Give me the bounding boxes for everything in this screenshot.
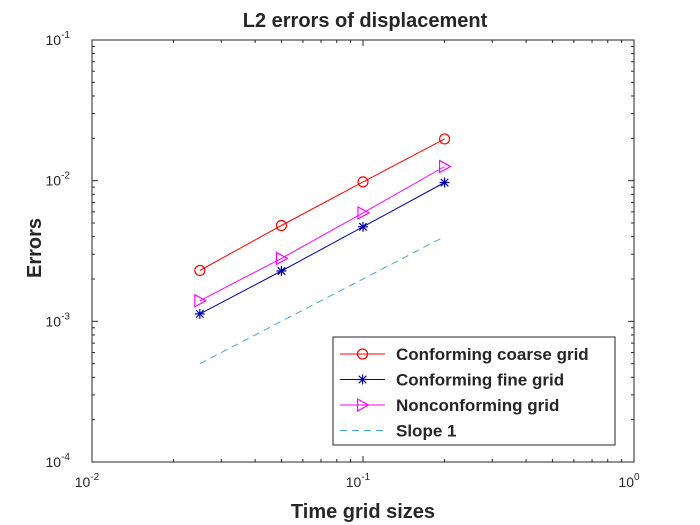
series [194, 177, 450, 319]
data-point [356, 397, 370, 413]
y-tick-base: 10 [46, 32, 62, 48]
data-point [194, 264, 206, 277]
x-tick-label: 100 [618, 472, 640, 490]
series [194, 159, 452, 308]
y-tick-exponent: -1 [61, 30, 70, 41]
series-layer [194, 133, 452, 365]
data-point [439, 177, 450, 188]
legend-label: Nonconforming grid [396, 396, 559, 415]
marker-stroke [358, 222, 368, 231]
marker-stroke [277, 266, 286, 276]
x-axis-label: Time grid sizes [291, 501, 435, 523]
x-tick-base: 10 [75, 474, 91, 490]
y-tick-label: 10-1 [46, 30, 71, 48]
series-line [199, 236, 445, 365]
series-line [199, 182, 445, 315]
data-point [356, 348, 369, 360]
data-point [438, 133, 451, 145]
y-tick-base: 10 [46, 313, 62, 329]
y-tick-exponent: -3 [61, 311, 70, 322]
data-point [357, 374, 368, 385]
y-tick-exponent: -4 [61, 452, 70, 463]
legend-item: Slope 1 [340, 422, 456, 441]
data-point [194, 308, 205, 319]
x-tick-base: 10 [346, 474, 362, 490]
legend-label: Conforming coarse grid [396, 345, 589, 364]
data-point [357, 176, 369, 188]
y-tick-label: 10-2 [46, 171, 71, 189]
legend-label: Slope 1 [396, 422, 456, 441]
marker-stroke [358, 375, 367, 384]
y-tick-exponent: -2 [61, 171, 70, 182]
series [194, 133, 451, 277]
legend-box [332, 336, 616, 446]
legend-item: Conforming fine grid [340, 371, 564, 390]
series-line [199, 166, 445, 302]
chart-title: L2 errors of displacement [243, 10, 488, 32]
series-line [199, 138, 445, 271]
y-axis-label: Errors [24, 218, 46, 278]
x-tick-label: 10-1 [346, 472, 371, 490]
legend-item: Nonconforming grid [340, 396, 559, 415]
data-point [275, 219, 288, 232]
data-point [276, 265, 287, 276]
y-tick-base: 10 [46, 454, 62, 470]
data-point [438, 159, 452, 174]
data-point [194, 293, 208, 308]
legend-item: Conforming coarse grid [340, 345, 589, 364]
marker-stroke [195, 309, 205, 319]
y-tick-base: 10 [46, 173, 62, 189]
x-tick-exponent: 0 [634, 472, 640, 483]
x-tick-exponent: -1 [361, 472, 370, 483]
marker-stroke [440, 178, 449, 187]
y-tick-label: 10-3 [46, 311, 71, 329]
series [199, 236, 445, 365]
x-tick-exponent: -2 [90, 472, 99, 483]
data-point [275, 251, 289, 266]
x-tick-label: 10-2 [75, 472, 100, 490]
data-point [358, 221, 368, 232]
data-point [357, 205, 371, 220]
x-tick-base: 10 [618, 474, 634, 490]
legend: Conforming coarse grid Conforming fine gr… [332, 336, 616, 446]
y-tick-label: 10-4 [46, 452, 71, 470]
legend-label: Conforming fine grid [396, 371, 564, 390]
